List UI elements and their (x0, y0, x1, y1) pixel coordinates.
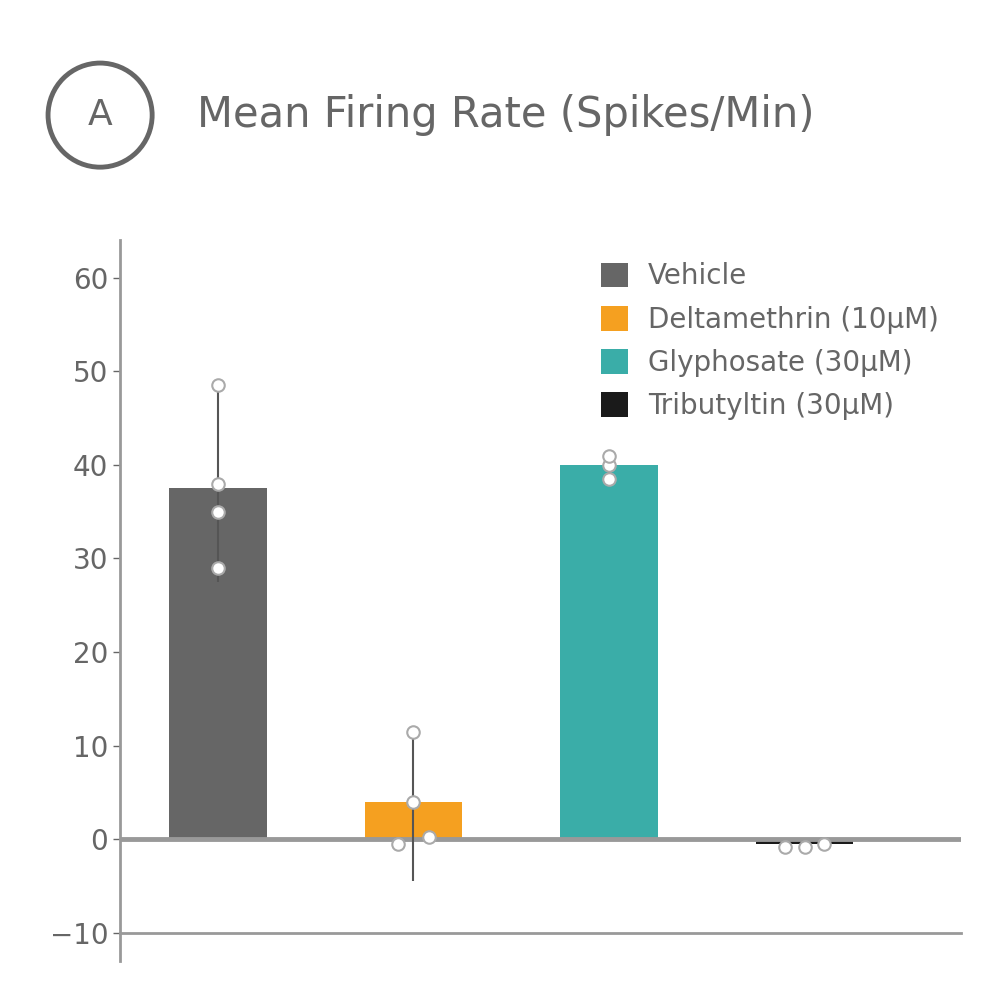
Bar (756, 839, 854, 844)
Bar (364, 802, 462, 839)
Bar (169, 488, 267, 839)
Text: Mean Firing Rate (Spikes/Min): Mean Firing Rate (Spikes/Min) (197, 94, 815, 136)
Legend: Vehicle, Deltamethrin (10μM), Glyphosate (30μM), Tributyltin (30μM): Vehicle, Deltamethrin (10μM), Glyphosate… (593, 254, 947, 428)
Text: A: A (88, 98, 112, 132)
Bar (561, 464, 658, 839)
